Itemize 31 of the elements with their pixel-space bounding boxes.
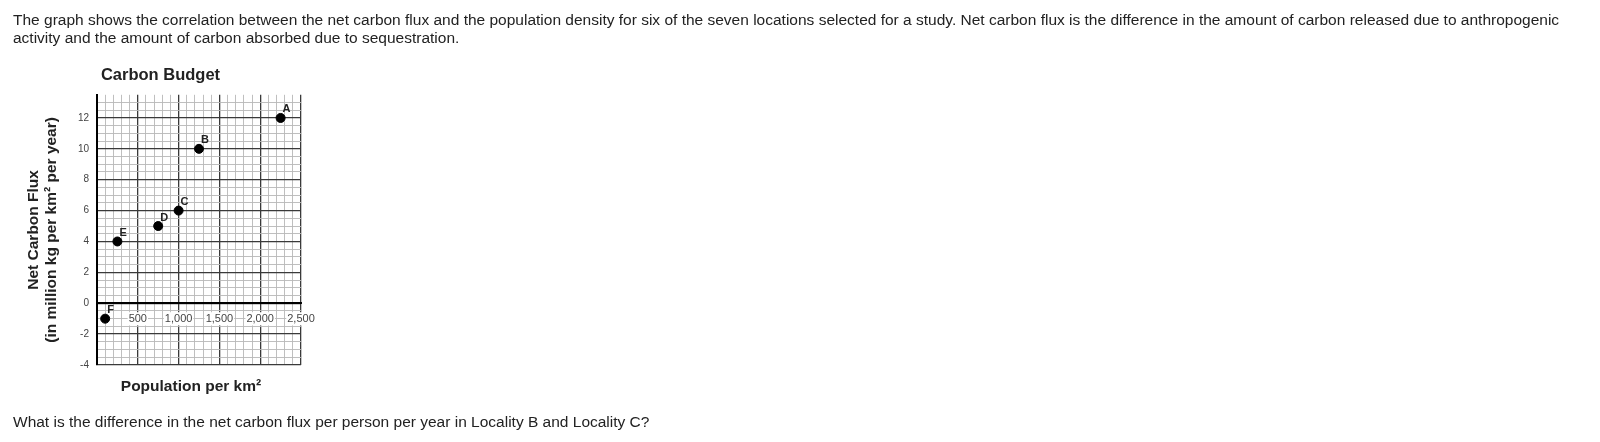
point (100, 313, 111, 324)
y-tick-label: 6 (83, 204, 90, 216)
y-tick-label: -4 (80, 358, 90, 370)
point (275, 112, 286, 123)
annotation: B (201, 133, 209, 146)
chart-title: Carbon Budget (100, 65, 221, 84)
y-tick-label: 10 (77, 142, 90, 154)
y-tick-label: 0 (83, 296, 90, 308)
point (173, 205, 184, 216)
annotation: E (119, 226, 127, 239)
annotation: F (107, 303, 115, 316)
x-tick-label: 1,000 (164, 311, 193, 324)
y-tick-label: -2 (80, 327, 90, 339)
annotation: A (282, 102, 291, 115)
annotation: D (160, 210, 169, 223)
annotation: C (180, 195, 189, 208)
y-tick-label: 2 (83, 266, 90, 278)
x-axis-title: Population per km² (120, 377, 262, 395)
x-tick-label: 500 (128, 311, 147, 324)
text: The graph shows the correlation between the net carbon flux and the population density for six of the seven locations selected for a study. Net carbon flux is the difference in the amount of carbon released due to anthropogenic activity and the amount of carbon absorbed due to sequestration. (13, 11, 1561, 47)
point (194, 143, 204, 154)
x-tick-label: 2,000 (246, 311, 274, 324)
x-tick-label: 1,500 (205, 311, 234, 324)
y-tick-label: 4 (83, 235, 90, 247)
x-tick-label: 2,500 (287, 311, 315, 324)
text: What is the difference in the net carbon flux per person per year in Locality B and Locality C? (13, 413, 651, 431)
y-tick-label: 12 (77, 111, 90, 123)
point (153, 221, 164, 232)
point (112, 236, 123, 247)
y-axis-title: Net Carbon Flux (in million kg per km² per year) (23, 117, 60, 343)
y-tick-label: 8 (83, 173, 90, 185)
